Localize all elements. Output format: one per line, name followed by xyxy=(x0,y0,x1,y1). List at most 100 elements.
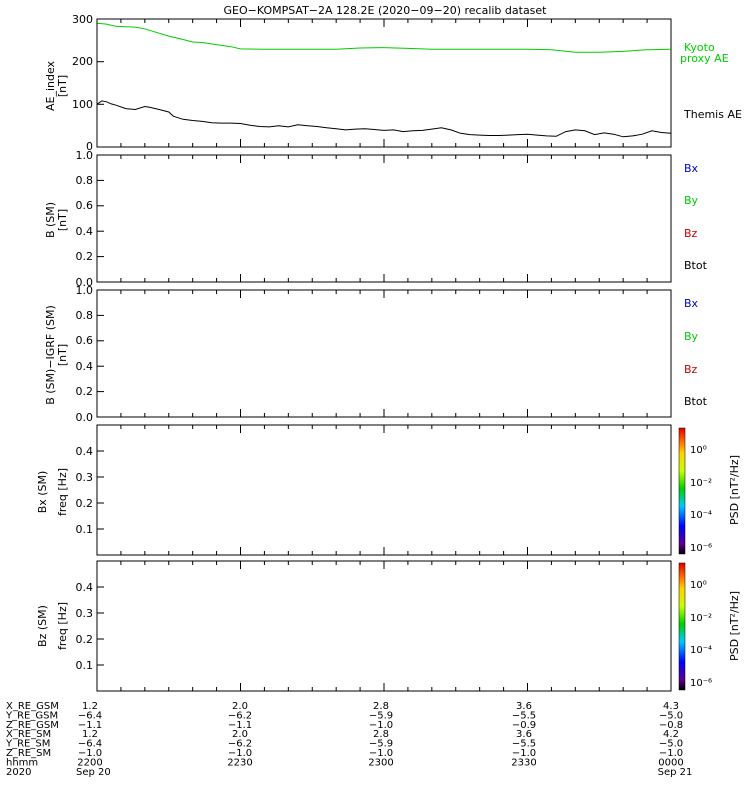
ephemeris-cell: −5.5 xyxy=(512,710,536,721)
legend-bz: Bz xyxy=(684,363,698,376)
ae-ytick-label: 100 xyxy=(72,98,93,111)
b-igrf-ytick-label: 0.0 xyxy=(76,411,94,424)
kyoto-proxy-ae-line xyxy=(96,22,672,53)
ephemeris-row-label: X_RE_GSM xyxy=(6,701,59,712)
b-sm-panel: 0.0 0.2 0.4 0.6 0.8 1.0 B (SM) [nT] Bx B… xyxy=(44,149,708,289)
legend-bz: Bz xyxy=(684,227,698,240)
ephemeris-cell: −1.0 xyxy=(659,748,683,759)
bx-spec-yticks: 0.1 0.2 0.3 0.4 xyxy=(76,445,104,536)
ephemeris-row-label: Z_RE_SM xyxy=(6,748,51,759)
ephemeris-cell: 2.0 xyxy=(232,729,248,740)
bx-psd-colorbar-label: PSD [nT²/Hz] xyxy=(728,455,741,525)
bz-psd-colorbar-tick: 10⁻⁶ xyxy=(690,678,712,689)
ephemeris-cell: 2330 xyxy=(511,757,536,768)
legend-kyoto-proxy-ae: proxy AE xyxy=(680,52,729,65)
ephemeris-row-label: 2020 xyxy=(6,767,31,778)
ephemeris-row-label: Y_RE_GSM xyxy=(5,710,58,721)
ephemeris-row-label: Y_RE_SM xyxy=(5,739,50,750)
ae-ytick-label: 300 xyxy=(72,13,93,26)
ephemeris-cell: −5.0 xyxy=(659,710,683,721)
ephemeris-cell: −6.4 xyxy=(78,710,102,721)
ae-ytick-label: 200 xyxy=(72,55,93,68)
bz-psd-colorbar-tick: 10⁻⁴ xyxy=(690,645,712,656)
bz-psd-colorbar-label: PSD [nT²/Hz] xyxy=(728,591,741,661)
ae-panel: 0 100 200 300 AE_index [nT] Kyoto proxy … xyxy=(44,13,742,153)
ephemeris-cell: 2.0 xyxy=(232,701,248,712)
bx-spec-ylabel-unit: freq [Hz] xyxy=(56,468,69,516)
bz-psd-colorbar-tick: 10⁻² xyxy=(690,613,712,624)
themis-ae-line xyxy=(96,100,672,138)
b-sm-ytick-label: 0.8 xyxy=(76,174,94,187)
ephemeris-cell: 2.8 xyxy=(373,729,389,740)
ephemeris-cell: −5.9 xyxy=(369,710,393,721)
b-sm-ytick-label: 0.6 xyxy=(76,199,94,212)
ae-ylabel: AE_index xyxy=(44,60,57,111)
ephemeris-cell: −1.0 xyxy=(78,748,102,759)
ephemeris-cell: −6.2 xyxy=(228,739,252,750)
bx-spec-ytick-label: 0.3 xyxy=(76,471,94,484)
bz-spec-ylabel: Bz (SM) xyxy=(36,605,49,647)
bz-spec-ytick-label: 0.1 xyxy=(76,659,94,672)
legend-by: By xyxy=(684,330,699,343)
ephemeris-row-label: X_RE_SM xyxy=(6,729,51,740)
ephemeris-cell: −1.0 xyxy=(228,748,252,759)
b-igrf-yticks: 0.0 0.2 0.4 0.6 0.8 1.0 xyxy=(76,284,104,424)
ephemeris-cell: 1.2 xyxy=(82,701,98,712)
figure-title: GEO−KOMPSAT−2A 128.2E (2020−09−20) recal… xyxy=(223,4,547,17)
ephemeris-cell: 2.8 xyxy=(373,701,389,712)
bz-spec-ytick-label: 0.2 xyxy=(76,633,94,646)
bz-spec-ytick-label: 0.3 xyxy=(76,607,94,620)
bz-spec-ytick-label: 0.4 xyxy=(76,581,94,594)
ephemeris-cell: −5.5 xyxy=(512,739,536,750)
ephemeris-cell: −6.4 xyxy=(78,739,102,750)
ephemeris-cell: 4.2 xyxy=(663,729,679,740)
bx-spectrogram-panel: 0.1 0.2 0.3 0.4 Bx (SM) freq [Hz] 10⁰ 10… xyxy=(36,424,741,556)
ephemeris-table: X_RE_GSMY_RE_GSMZ_RE_GSMX_RE_SMY_RE_SMZ_… xyxy=(5,701,692,778)
b-sm-ytick-label: 0.2 xyxy=(76,250,94,263)
b-sm-yticks: 0.0 0.2 0.4 0.6 0.8 1.0 xyxy=(76,149,104,289)
legend-themis-ae: Themis AE xyxy=(683,108,742,121)
legend-bx: Bx xyxy=(684,162,699,175)
b-sm-ylabel: B (SM) xyxy=(44,202,57,238)
b-igrf-panel: 0.0 0.2 0.4 0.6 0.8 1.0 B (SM)−IGRF (SM)… xyxy=(44,284,708,424)
bx-psd-colorbar-tick: 10⁻⁴ xyxy=(690,510,712,521)
bx-psd-colorbar xyxy=(678,427,686,555)
ephemeris-cell: 3.6 xyxy=(516,729,532,740)
ephemeris-row-label: Z_RE_GSM xyxy=(6,720,59,731)
b-igrf-ylabel: B (SM)−IGRF (SM) xyxy=(44,305,57,405)
bz-spectrogram-frame xyxy=(96,560,672,692)
b-sm-panel-frame xyxy=(96,154,672,283)
b-sm-ytick-label: 0.0 xyxy=(76,276,94,289)
x-tick-marks xyxy=(96,19,672,691)
bz-spectrogram-panel: 0.1 0.2 0.3 0.4 Bz (SM) freq [Hz] 10⁰ 10… xyxy=(36,560,741,692)
bz-psd-colorbar xyxy=(678,562,686,691)
bx-psd-colorbar-tick: 10⁻⁶ xyxy=(690,543,712,554)
ephemeris-cell: 2200 xyxy=(77,757,102,768)
bx-spectrogram-frame xyxy=(96,424,672,556)
b-igrf-ytick-label: 0.2 xyxy=(76,385,94,398)
b-igrf-ytick-label: 0.6 xyxy=(76,334,94,347)
ephemeris-cell: −0.8 xyxy=(659,720,683,731)
ae-yticks: 0 100 200 300 xyxy=(72,13,104,153)
ephemeris-cell: 2230 xyxy=(227,757,252,768)
b-igrf-ylabel-unit: [nT] xyxy=(56,344,69,366)
ephemeris-cell: 0000 xyxy=(658,757,683,768)
b-sm-ytick-label: 1.0 xyxy=(76,149,94,162)
ephemeris-cell: Sep 20 xyxy=(76,767,111,778)
ae-ylabel-unit: [nT] xyxy=(56,75,69,97)
bz-psd-colorbar-tick: 10⁰ xyxy=(690,580,707,591)
b-sm-ylabel-unit: [nT] xyxy=(56,209,69,231)
b-igrf-ytick-label: 0.8 xyxy=(76,309,94,322)
bx-psd-colorbar-tick: 10⁻² xyxy=(690,478,712,489)
ephemeris-cell: −5.9 xyxy=(369,739,393,750)
ae-panel-frame xyxy=(96,18,672,148)
ephemeris-cell: −1.1 xyxy=(78,720,102,731)
b-sm-ytick-label: 0.4 xyxy=(76,225,94,238)
bx-spec-ytick-label: 0.4 xyxy=(76,445,94,458)
bx-spec-ytick-label: 0.2 xyxy=(76,497,94,510)
legend-by: By xyxy=(684,194,699,207)
ephemeris-cell: 3.6 xyxy=(516,701,532,712)
ephemeris-cell: −1.0 xyxy=(369,720,393,731)
b-igrf-ytick-label: 1.0 xyxy=(76,284,94,297)
ephemeris-cell: 2300 xyxy=(368,757,393,768)
